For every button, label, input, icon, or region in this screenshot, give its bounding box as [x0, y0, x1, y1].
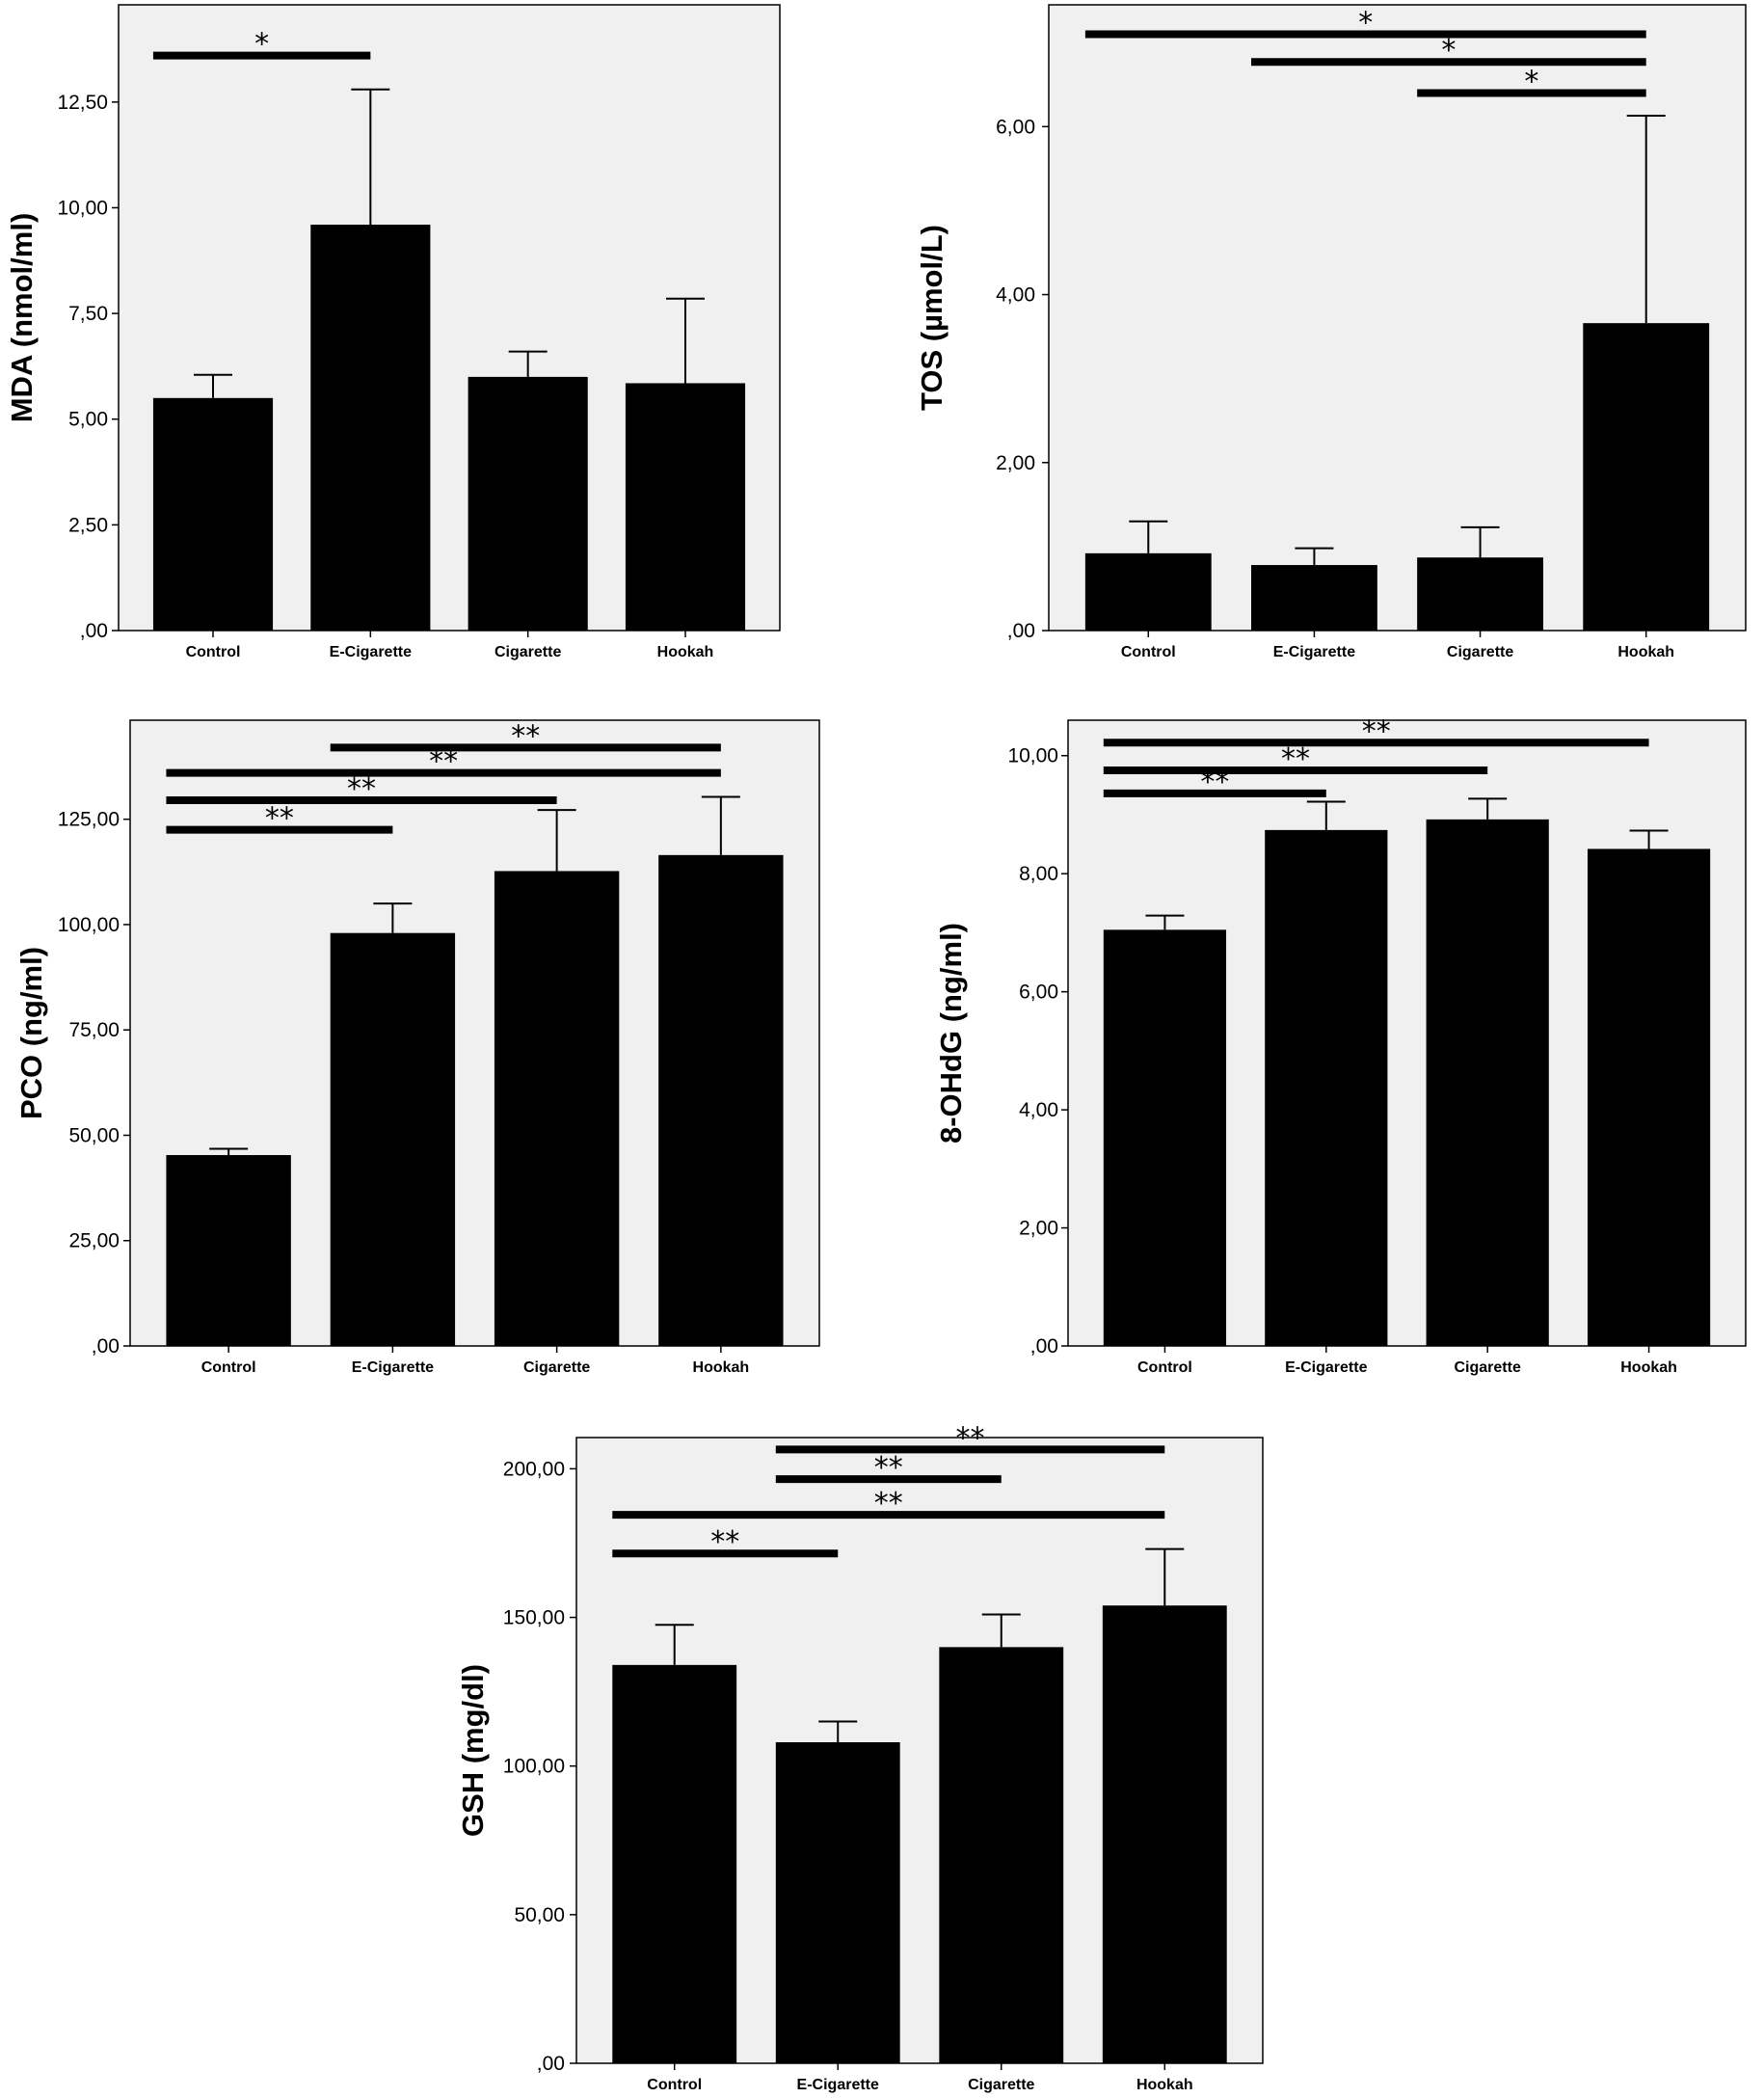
bar: [330, 932, 456, 1346]
x-tick-label: Control: [186, 644, 241, 660]
bar: [612, 1664, 737, 2063]
bar: [1265, 829, 1388, 1346]
y-tick-label: 50,00: [68, 1124, 120, 1146]
x-tick-label: E-Cigarette: [1273, 644, 1355, 660]
x-tick-label: Control: [1137, 1359, 1192, 1376]
x-tick-label: Control: [647, 2077, 702, 2093]
x-tick-label: Cigarette: [523, 1359, 590, 1376]
y-tick-label: 4,00: [996, 284, 1035, 307]
y-tick-label: 5,00: [68, 409, 108, 431]
bar: [1587, 848, 1711, 1346]
bar: [1102, 1605, 1227, 2063]
significance-label: *: [1358, 6, 1373, 40]
chart-panel-5: ,00 50,00 100,00 150,00 200,00 GSH (mg/dl) Con…: [456, 1421, 1264, 2093]
x-tick-label: E-Cigarette: [330, 644, 412, 660]
significance-label: *: [1524, 65, 1538, 98]
significance-label: **: [874, 1451, 903, 1485]
y-tick-label: 12,50: [57, 92, 108, 114]
bar: [1103, 929, 1227, 1346]
y-axis-label: MDA (nmol/ml): [5, 213, 39, 423]
bar: [658, 854, 784, 1346]
x-tick-label: Hookah: [1617, 644, 1674, 660]
y-tick-label: 50,00: [514, 1904, 565, 1926]
significance-label: **: [1281, 742, 1310, 776]
y-axis-label: GSH (mg/dl): [456, 1664, 490, 1837]
bar: [1426, 819, 1549, 1346]
bar: [1251, 565, 1377, 631]
y-tick-label: 150,00: [503, 1607, 565, 1629]
bar: [1583, 323, 1710, 631]
significance-label: *: [254, 28, 269, 62]
y-tick-label: ,00: [80, 620, 108, 642]
y-axis-label: PCO (ng/ml): [14, 947, 48, 1119]
y-tick-label: 4,00: [1019, 1099, 1058, 1121]
x-tick-label: Control: [1121, 644, 1176, 660]
x-tick-label: Cigarette: [1455, 1359, 1521, 1376]
significance-label: **: [347, 772, 376, 806]
bar: [1417, 557, 1543, 631]
y-tick-label: 2,50: [68, 514, 108, 536]
significance-label: **: [874, 1487, 903, 1520]
x-tick-label: E-Cigarette: [797, 2077, 879, 2093]
y-tick-label: ,00: [92, 1335, 120, 1358]
chart-panel-2: ,00 2,00 4,00 6,00 TOS (µmol/L) Control E-Ciga…: [915, 4, 1747, 660]
bar: [625, 383, 746, 631]
x-tick-label: Hookah: [657, 644, 714, 660]
y-tick-label: 125,00: [58, 809, 120, 831]
bar: [468, 376, 588, 631]
bar: [166, 1155, 291, 1346]
y-tick-label: ,00: [537, 2053, 565, 2075]
bar: [939, 1647, 1064, 2063]
significance-label: **: [710, 1525, 739, 1559]
y-tick-label: 100,00: [58, 914, 120, 936]
y-axis-label: 8-OHdG (ng/ml): [934, 923, 968, 1143]
y-tick-label: 10,00: [1007, 745, 1058, 767]
significance-label: **: [511, 719, 540, 753]
y-tick-label: 2,00: [1019, 1218, 1058, 1240]
y-tick-label: 8,00: [1019, 863, 1058, 885]
y-axis-label: TOS (µmol/L): [915, 225, 949, 411]
y-tick-label: 75,00: [68, 1019, 120, 1041]
chart-panel-1: ,00 2,50 5,00 7,50 10,00 12,50 MDA (nmol/ml) Co…: [5, 4, 781, 660]
significance-label: *: [1441, 34, 1456, 67]
significance-label: **: [265, 802, 294, 836]
bar: [152, 397, 274, 631]
x-tick-label: E-Cigarette: [352, 1359, 434, 1376]
y-tick-label: 200,00: [503, 1458, 565, 1480]
significance-label: **: [1200, 766, 1229, 799]
chart-panel-3: ,00 25,00 50,00 75,00 100,00 125,00 PCO (ng/ml…: [14, 719, 820, 1376]
significance-label: **: [956, 1421, 985, 1455]
bar: [494, 871, 620, 1346]
x-tick-label: Cigarette: [968, 2077, 1034, 2093]
y-tick-label: 25,00: [68, 1230, 120, 1252]
x-tick-label: Cigarette: [1447, 644, 1513, 660]
y-tick-label: 7,50: [68, 303, 108, 325]
bar: [775, 1742, 900, 2063]
bar: [310, 225, 431, 631]
x-tick-label: Hookah: [1136, 2077, 1193, 2093]
x-tick-label: Hookah: [693, 1359, 750, 1376]
significance-label: **: [1362, 714, 1391, 748]
y-tick-label: 2,00: [996, 452, 1035, 474]
y-tick-label: 6,00: [1019, 982, 1058, 1004]
significance-label: **: [429, 745, 458, 779]
bar: [1084, 552, 1212, 631]
x-tick-label: Control: [201, 1359, 256, 1376]
x-tick-label: Hookah: [1620, 1359, 1677, 1376]
y-tick-label: 100,00: [503, 1756, 565, 1778]
y-tick-label: ,00: [1007, 620, 1035, 642]
x-tick-label: E-Cigarette: [1285, 1359, 1367, 1376]
chart-panel-4: ,00 2,00 4,00 6,00 8,00 10,00 8-OHdG (ng/ml) Co…: [934, 714, 1747, 1376]
y-tick-label: ,00: [1030, 1335, 1058, 1358]
y-tick-label: 10,00: [57, 197, 108, 219]
x-tick-label: Cigarette: [494, 644, 561, 660]
y-tick-label: 6,00: [996, 116, 1035, 138]
